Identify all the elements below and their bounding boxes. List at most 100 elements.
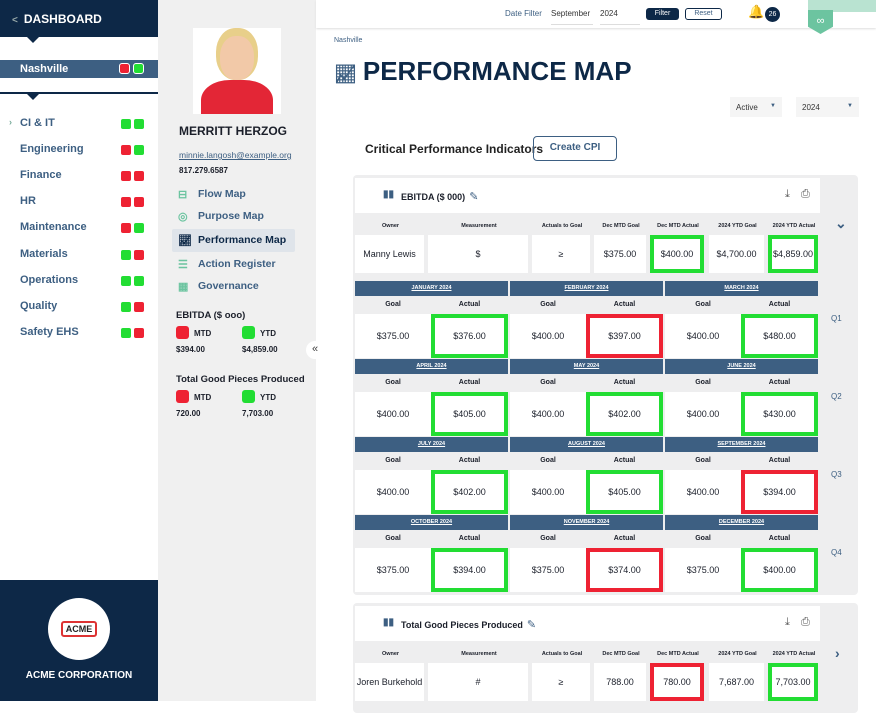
month-header[interactable]: OCTOBER 2024 xyxy=(355,515,508,530)
month-header[interactable]: APRIL 2024 xyxy=(355,359,508,374)
status-dots xyxy=(121,223,144,234)
cell-actuals-to-goal: ≥ xyxy=(532,663,590,701)
nav-performance-map[interactable]: 📈︎ Performance Map xyxy=(172,229,295,252)
column-header: Dec MTD Goal xyxy=(602,223,640,229)
actual-label: Actual xyxy=(613,535,636,542)
cell-measurement: $ xyxy=(428,235,528,273)
month-goal: $400.00 xyxy=(355,392,431,436)
checklist-icon: ☰ xyxy=(178,259,188,271)
year-select[interactable]: 2024 ▼ xyxy=(796,97,859,117)
status-dots xyxy=(121,327,144,338)
sidebar-item[interactable]: Quality xyxy=(0,300,158,318)
sidebar-item-label: CI & IT xyxy=(20,117,55,129)
profile-panel: MERRITT HERZOG minnie.langosh@example.or… xyxy=(158,0,316,701)
sidebar-item[interactable]: Engineering xyxy=(0,143,158,161)
chevron-down-icon[interactable]: ⌄ xyxy=(835,215,847,231)
sidebar-item[interactable]: Safety EHS xyxy=(0,326,158,344)
sidebar-item[interactable]: Finance xyxy=(0,169,158,187)
link-shield-icon[interactable]: ∞ xyxy=(808,10,833,34)
sidebar-item[interactable]: Operations xyxy=(0,274,158,292)
month-header[interactable]: NOVEMBER 2024 xyxy=(510,515,663,530)
status-green xyxy=(121,327,131,338)
goal-label: Goal xyxy=(540,535,556,542)
nav-action-register[interactable]: ☰ Action Register xyxy=(172,253,295,276)
column-header: Measurement xyxy=(461,223,497,229)
profile-email[interactable]: minnie.langosh@example.org xyxy=(179,150,292,160)
column-header: Actuals to Goal xyxy=(541,651,583,657)
sidebar-item-label: Operations xyxy=(20,273,79,286)
download-icon[interactable]: ⤓ xyxy=(785,616,790,628)
column-header: 2024 YTD Goal xyxy=(718,651,757,657)
edit-icon[interactable]: ✎ xyxy=(469,191,479,203)
cpi-card-ebitda: ▮▮ EBITDA ($ 000) ✎ ⤓ ⎙ Owner Measurement Actua… xyxy=(353,175,858,595)
month-select[interactable]: September xyxy=(551,9,593,25)
status-green xyxy=(134,223,144,234)
card-title-text: Total Good Pieces Produced xyxy=(401,620,523,630)
ytd-value: 7,703.00 xyxy=(242,409,274,418)
print-icon[interactable]: ⎙ xyxy=(801,188,810,200)
sidebar-item[interactable]: Maintenance xyxy=(0,221,158,239)
month-header[interactable]: JANUARY 2024 xyxy=(355,281,508,296)
sidebar-item[interactable]: › CI & IT xyxy=(0,117,158,135)
month-header[interactable]: DECEMBER 2024 xyxy=(665,515,818,530)
profile-name: MERRITT HERZOG xyxy=(179,124,287,138)
actual-label: Actual xyxy=(768,379,791,386)
breadcrumb[interactable]: Nashville xyxy=(334,37,363,44)
month-header[interactable]: JUNE 2024 xyxy=(665,359,818,374)
month-header[interactable]: JULY 2024 xyxy=(355,437,508,452)
mtd-value: 720.00 xyxy=(176,409,201,418)
status-green xyxy=(121,249,131,260)
month-actual-green: $394.00 xyxy=(431,548,508,592)
status-green xyxy=(121,301,131,312)
nav-purpose-map[interactable]: ◎ Purpose Map xyxy=(172,205,295,228)
nav-governance[interactable]: ▦ Governance xyxy=(172,275,295,298)
cell-mtd-goal: 788.00 xyxy=(594,663,646,701)
year-input[interactable]: 2024 xyxy=(600,9,640,25)
chevron-right-icon[interactable]: › xyxy=(835,645,840,661)
month-goal: $400.00 xyxy=(665,392,741,436)
chart-line-icon: 📈︎ xyxy=(334,64,357,84)
create-cpi-button[interactable]: Create CPI xyxy=(533,136,617,161)
sidebar-item[interactable]: HR xyxy=(0,195,158,213)
mtd-label: MTD xyxy=(194,329,212,338)
month-header[interactable]: SEPTEMBER 2024 xyxy=(665,437,818,452)
dashboard-label: DASHBOARD xyxy=(23,12,102,26)
month-goal: $400.00 xyxy=(665,314,741,358)
actual-label: Actual xyxy=(613,379,636,386)
download-icon[interactable]: ⤓ xyxy=(785,188,790,200)
month-header[interactable]: MAY 2024 xyxy=(510,359,663,374)
status-select[interactable]: Active ▼ xyxy=(730,97,782,117)
month-header[interactable]: FEBRUARY 2024 xyxy=(510,281,663,296)
month-header[interactable]: MARCH 2024 xyxy=(665,281,818,296)
cell-owner: Joren Burkehold xyxy=(355,663,424,701)
reset-button[interactable]: Reset xyxy=(685,8,722,20)
card-title: Total Good Pieces Produced ✎ xyxy=(401,618,536,631)
company-name: ACME CORPORATION xyxy=(25,670,133,681)
dashboard-link[interactable]: < DASHBOARD xyxy=(0,0,158,37)
status-red xyxy=(121,223,131,234)
bell-icon[interactable]: 🔔 xyxy=(748,4,765,19)
sidebar-item-label: Engineering xyxy=(20,143,84,156)
nav-label: Action Register xyxy=(198,258,276,270)
nav-label: Performance Map xyxy=(198,234,287,246)
site-selector[interactable]: Nashville xyxy=(0,60,158,78)
calendar-icon: ▦ xyxy=(178,281,189,293)
edit-icon[interactable]: ✎ xyxy=(526,619,537,631)
filter-button[interactable]: Filter xyxy=(646,8,679,20)
goal-label: Goal xyxy=(540,301,556,308)
status-red xyxy=(121,197,131,208)
column-header: Owner xyxy=(381,651,400,657)
page-title: 📈︎ PERFORMANCE MAP xyxy=(334,56,632,87)
kpi-title: EBITDA ($ ooo) xyxy=(176,310,246,321)
quarter-label: Q3 xyxy=(831,470,842,479)
month-actual-red: $394.00 xyxy=(741,470,818,514)
nav-flow-map[interactable]: ⊟ Flow Map xyxy=(172,183,295,206)
status-green xyxy=(134,275,144,286)
collapse-panel-button[interactable]: « xyxy=(306,341,324,359)
sidebar-item[interactable]: Materials xyxy=(0,248,158,266)
nav-label: Flow Map xyxy=(198,188,246,200)
month-actual-green: $405.00 xyxy=(431,392,508,436)
goal-label: Goal xyxy=(695,301,711,308)
month-header[interactable]: AUGUST 2024 xyxy=(510,437,663,452)
print-icon[interactable]: ⎙ xyxy=(801,616,810,628)
